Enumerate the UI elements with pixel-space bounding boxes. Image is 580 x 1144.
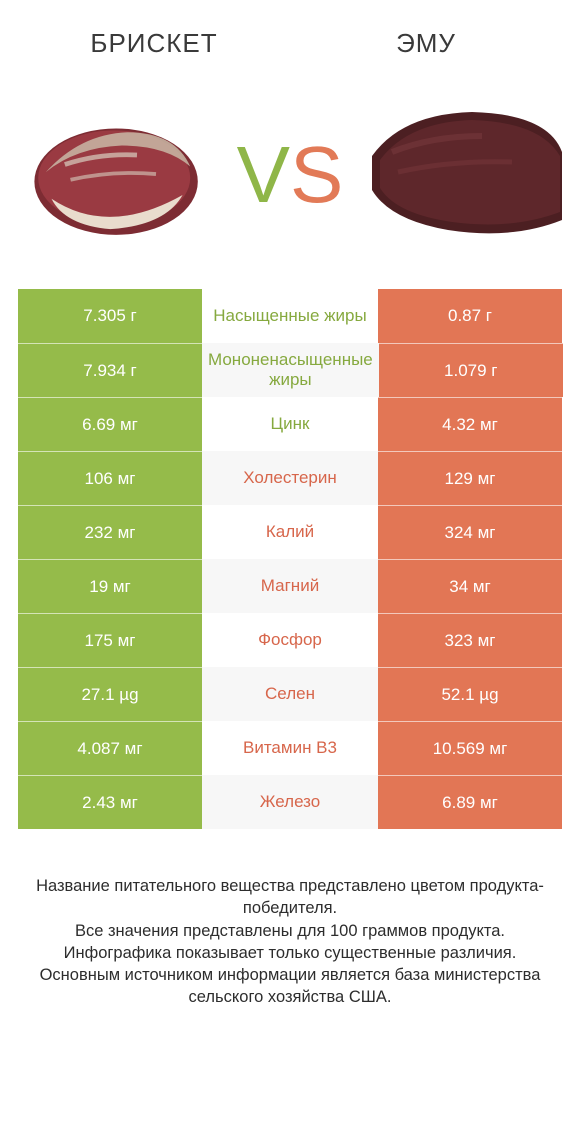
nutrient-label: Витамин B3 xyxy=(202,721,378,775)
vs-v: V xyxy=(237,135,290,215)
footer-line: Основным источником информации является … xyxy=(24,964,556,1009)
table-row: 4.087 мгВитамин B310.569 мг xyxy=(18,721,562,775)
table-row: 19 мгМагний34 мг xyxy=(18,559,562,613)
left-value-cell: 2.43 мг xyxy=(18,775,202,829)
nutrient-label: Селен xyxy=(202,667,378,721)
nutrient-label: Мононенасыщенные жиры xyxy=(202,343,379,397)
vs-s: S xyxy=(290,135,343,215)
left-value-cell: 175 мг xyxy=(18,613,202,667)
right-value-cell: 34 мг xyxy=(378,559,562,613)
right-value-cell: 324 мг xyxy=(378,505,562,559)
nutrient-label: Холестерин xyxy=(202,451,378,505)
footer-line: Название питательного вещества представл… xyxy=(24,875,556,920)
left-value-cell: 4.087 мг xyxy=(18,721,202,775)
left-value-cell: 106 мг xyxy=(18,451,202,505)
table-row: 175 мгФосфор323 мг xyxy=(18,613,562,667)
nutrient-label: Магний xyxy=(202,559,378,613)
infographic-page: БРИСКЕТ ЭМУ VS 7.305 гНасыщен xyxy=(0,0,580,1144)
left-value-cell: 19 мг xyxy=(18,559,202,613)
footer-line: Все значения представлены для 100 граммо… xyxy=(24,920,556,942)
nutrient-label: Фосфор xyxy=(202,613,378,667)
titles-row: БРИСКЕТ ЭМУ xyxy=(18,28,562,59)
table-row: 7.934 гМононенасыщенные жиры1.079 г xyxy=(18,343,562,397)
right-value-cell: 6.89 мг xyxy=(378,775,562,829)
table-row: 27.1 µgСелен52.1 µg xyxy=(18,667,562,721)
footer-notes: Название питательного вещества представл… xyxy=(18,875,562,1009)
right-value-cell: 0.87 г xyxy=(378,289,562,343)
right-value-cell: 323 мг xyxy=(378,613,562,667)
nutrient-label: Цинк xyxy=(202,397,378,451)
nutrient-label: Калий xyxy=(202,505,378,559)
left-value-cell: 7.305 г xyxy=(18,289,202,343)
table-row: 232 мгКалий324 мг xyxy=(18,505,562,559)
nutrient-table: 7.305 гНасыщенные жиры0.87 г7.934 гМонон… xyxy=(18,289,562,829)
right-value-cell: 52.1 µg xyxy=(378,667,562,721)
table-row: 2.43 мгЖелезо6.89 мг xyxy=(18,775,562,829)
right-value-cell: 10.569 мг xyxy=(378,721,562,775)
right-value-cell: 1.079 г xyxy=(379,343,563,397)
table-row: 7.305 гНасыщенные жиры0.87 г xyxy=(18,289,562,343)
left-value-cell: 27.1 µg xyxy=(18,667,202,721)
right-value-cell: 129 мг xyxy=(378,451,562,505)
hero-row: VS xyxy=(18,95,562,255)
right-product-title: ЭМУ xyxy=(290,28,562,59)
right-value-cell: 4.32 мг xyxy=(378,397,562,451)
left-product-image xyxy=(18,100,219,250)
left-value-cell: 232 мг xyxy=(18,505,202,559)
table-row: 106 мгХолестерин129 мг xyxy=(18,451,562,505)
brisket-icon xyxy=(23,100,213,250)
nutrient-label: Насыщенные жиры xyxy=(202,289,378,343)
nutrient-label: Железо xyxy=(202,775,378,829)
left-value-cell: 7.934 г xyxy=(18,343,202,397)
left-value-cell: 6.69 мг xyxy=(18,397,202,451)
footer-line: Инфографика показывает только существенн… xyxy=(24,942,556,964)
emu-meat-icon xyxy=(362,100,562,250)
table-row: 6.69 мгЦинк4.32 мг xyxy=(18,397,562,451)
right-product-image xyxy=(361,100,562,250)
vs-label: VS xyxy=(237,135,344,215)
left-product-title: БРИСКЕТ xyxy=(18,28,290,59)
